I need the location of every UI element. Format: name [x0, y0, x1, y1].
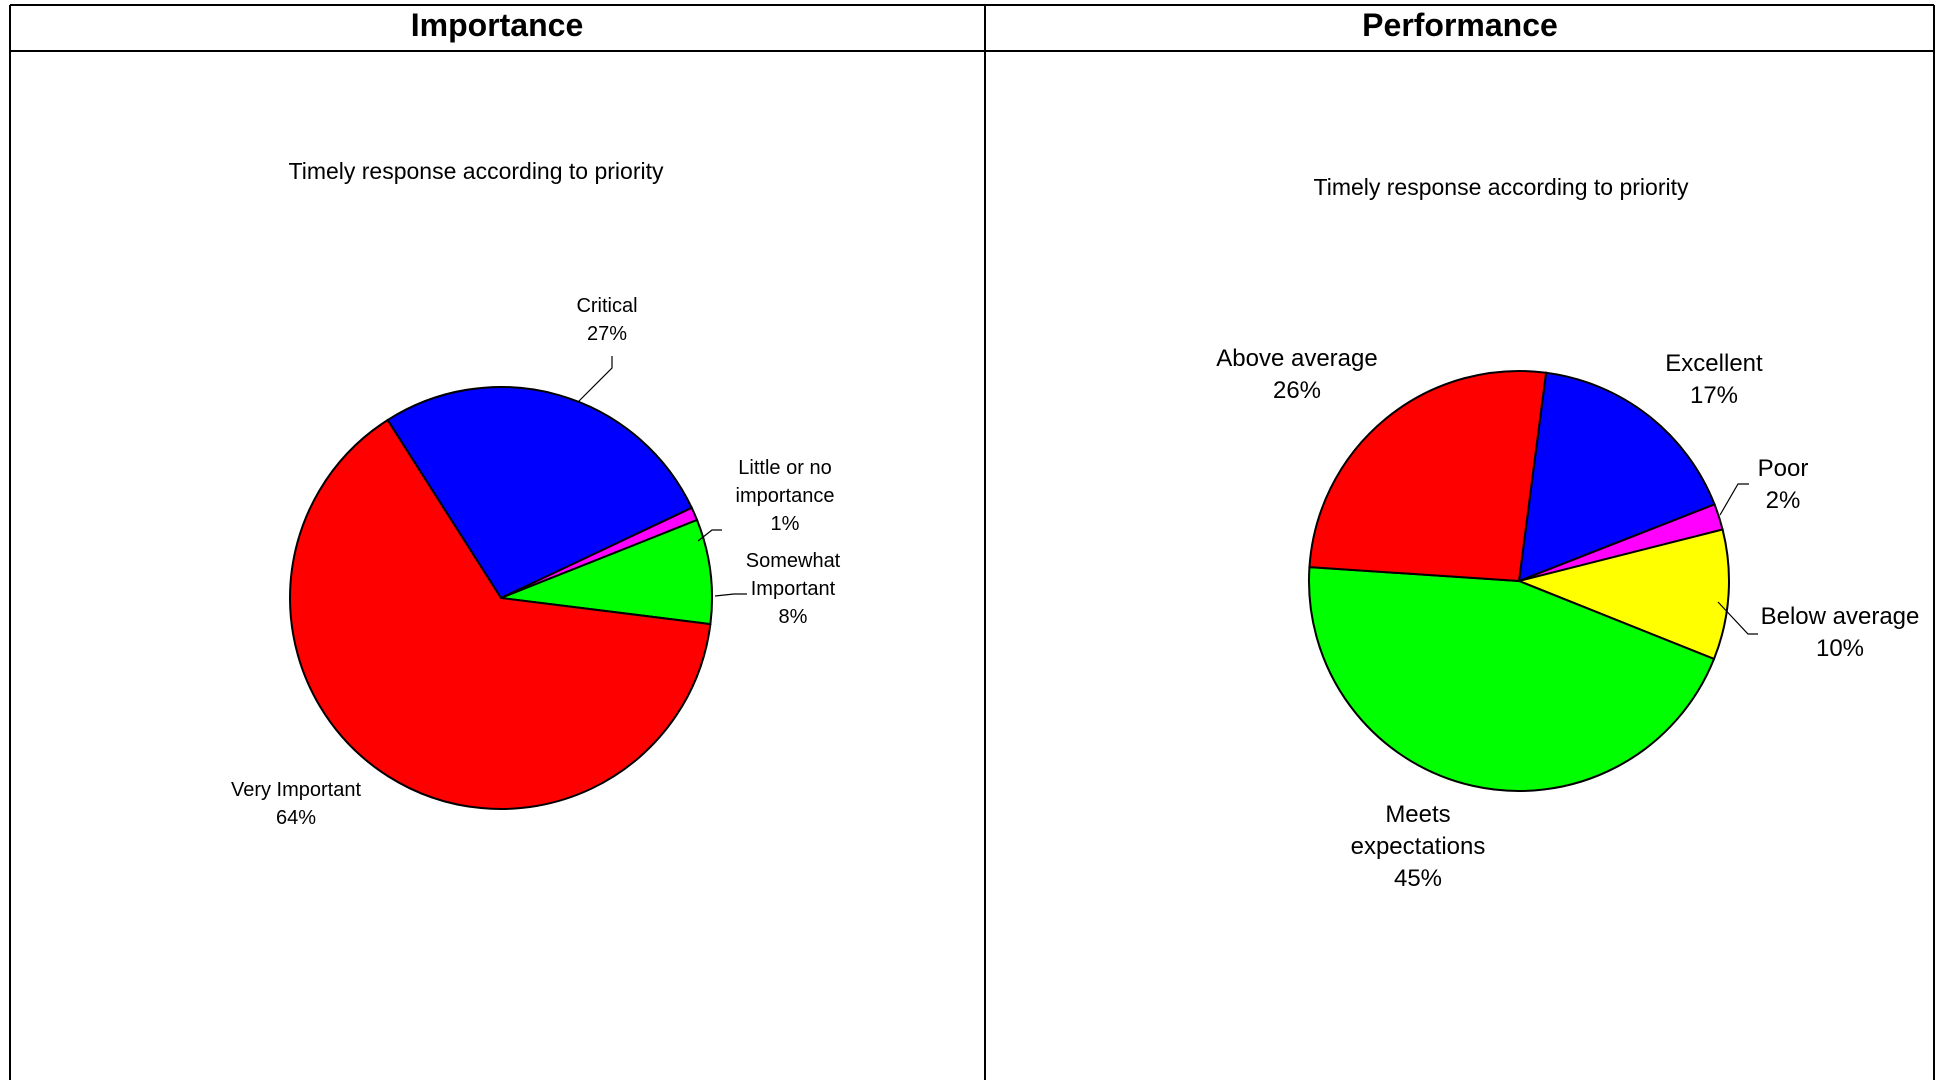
performance-label-excellent: Excellent 17%	[1665, 350, 1763, 409]
slice-label-line: Important	[751, 578, 836, 600]
table-grid	[9, 4, 1935, 1080]
importance-label-little-or-no-importance: Little or no importance 1%	[736, 457, 835, 535]
performance-label-above-average: Above average 26%	[1216, 345, 1377, 404]
performance-label-meets-expectations: Meets expectations 45%	[1351, 801, 1486, 892]
slice-label-line: Above average	[1216, 345, 1377, 372]
slice-percent: 2%	[1766, 487, 1801, 514]
slice-label-line: importance	[736, 485, 835, 507]
slice-label-line: Excellent	[1665, 350, 1763, 377]
slice-label-line: Little or no	[738, 457, 831, 479]
performance-slice-below-average	[1515, 528, 1730, 661]
slice-label-line: Below average	[1761, 603, 1920, 630]
slice-percent: 8%	[779, 606, 808, 628]
performance-slice-excellent	[1517, 371, 1716, 583]
importance-slice-labels: Critical 27% Little or no importance 1% Somew…	[231, 295, 841, 829]
slice-percent: 1%	[771, 513, 800, 535]
importance-slice-somewhat-important	[500, 518, 713, 626]
performance-slices	[1308, 370, 1730, 793]
performance-leader-below-average	[1717, 601, 1758, 635]
importance-header: Importance	[411, 7, 583, 43]
importance-leader-little-or-no-importance	[697, 529, 722, 542]
performance-slice-meets-expectations	[1308, 566, 1716, 793]
performance-chart-title: Timely response according to priority	[1314, 174, 1689, 200]
importance-label-critical: Critical 27%	[576, 295, 637, 345]
slice-label-line: Somewhat	[746, 550, 841, 572]
slice-label-line: Very Important	[231, 779, 362, 801]
importance-chart-title: Timely response according to priority	[289, 158, 664, 184]
performance-pie-chart: Timely response according to priority Ex…	[1216, 174, 1919, 892]
importance-leader-lines	[577, 356, 747, 597]
importance-pie-chart: Timely response according to priority Cr…	[231, 158, 841, 829]
performance-label-poor: Poor 2%	[1758, 455, 1809, 514]
importance-slices	[289, 385, 713, 810]
slice-label-line: expectations	[1351, 833, 1486, 860]
importance-slice-critical	[386, 385, 694, 600]
importance-leader-somewhat-important	[714, 593, 747, 597]
performance-slice-above-average	[1308, 370, 1548, 583]
slice-percent: 17%	[1690, 382, 1738, 409]
slice-percent: 45%	[1394, 865, 1442, 892]
slice-percent: 26%	[1273, 377, 1321, 404]
performance-header: Performance	[1362, 7, 1558, 43]
performance-leader-lines	[1717, 483, 1758, 635]
performance-slice-labels: Excellent 17% Poor 2% Below average 10% Meets e…	[1216, 345, 1919, 892]
importance-label-somewhat-important: Somewhat Important 8%	[746, 550, 841, 628]
performance-label-below-average: Below average 10%	[1761, 603, 1920, 662]
slice-percent: 10%	[1816, 635, 1864, 662]
performance-leader-poor	[1719, 483, 1749, 516]
slice-label-line: Critical	[576, 295, 637, 317]
importance-label-very-important: Very Important 64%	[231, 779, 362, 829]
importance-leader-critical	[577, 356, 613, 403]
slice-percent: 27%	[587, 323, 627, 345]
importance-slice-very-important	[289, 418, 712, 810]
slice-percent: 64%	[276, 807, 316, 829]
slice-label-line: Meets	[1385, 801, 1450, 828]
slice-label-line: Poor	[1758, 455, 1809, 482]
